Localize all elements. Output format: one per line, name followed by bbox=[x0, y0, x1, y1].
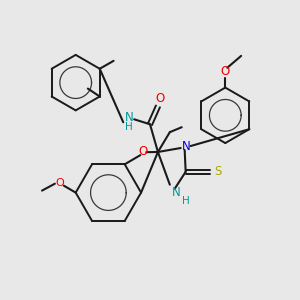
Text: O: O bbox=[155, 92, 164, 105]
Text: O: O bbox=[221, 65, 230, 78]
Text: H: H bbox=[125, 122, 133, 132]
Text: N: N bbox=[172, 186, 181, 199]
Text: O: O bbox=[56, 178, 64, 188]
Text: S: S bbox=[215, 165, 222, 178]
Text: O: O bbox=[139, 145, 148, 158]
Text: H: H bbox=[182, 196, 190, 206]
Text: N: N bbox=[182, 140, 191, 152]
Text: N: N bbox=[125, 111, 134, 124]
